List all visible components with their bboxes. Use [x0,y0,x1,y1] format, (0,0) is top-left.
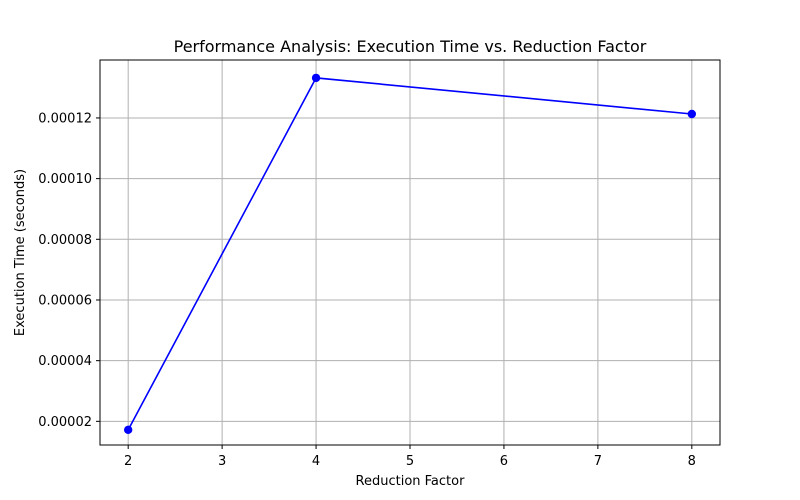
grid-lines [100,60,720,445]
data-point [311,73,321,83]
y-tick-label: 0.00004 [38,354,92,369]
data-series [123,73,697,435]
x-tick-label: 5 [406,454,414,469]
y-tick-label: 0.00010 [38,172,92,187]
x-axis-label: Reduction Factor [356,474,466,489]
data-point [123,425,133,435]
data-point [687,109,697,119]
y-tick-label: 0.00012 [38,111,92,126]
y-tick-label: 0.00008 [38,233,92,248]
y-tick-label: 0.00006 [38,293,92,308]
x-tick-label: 6 [500,454,508,469]
x-tick-label: 8 [688,454,696,469]
chart-title: Performance Analysis: Execution Time vs.… [174,37,647,56]
y-tick-label: 0.00002 [38,415,92,430]
axis-ticks: 2 3 4 5 6 7 8 0.00002 0.00004 0.00006 0.00008 0.000… [38,111,696,469]
x-tick-label: 2 [124,454,132,469]
x-tick-label: 4 [312,454,320,469]
x-tick-label: 7 [594,454,602,469]
x-tick-label: 3 [218,454,226,469]
y-axis-label: Execution Time (seconds) [13,169,28,336]
